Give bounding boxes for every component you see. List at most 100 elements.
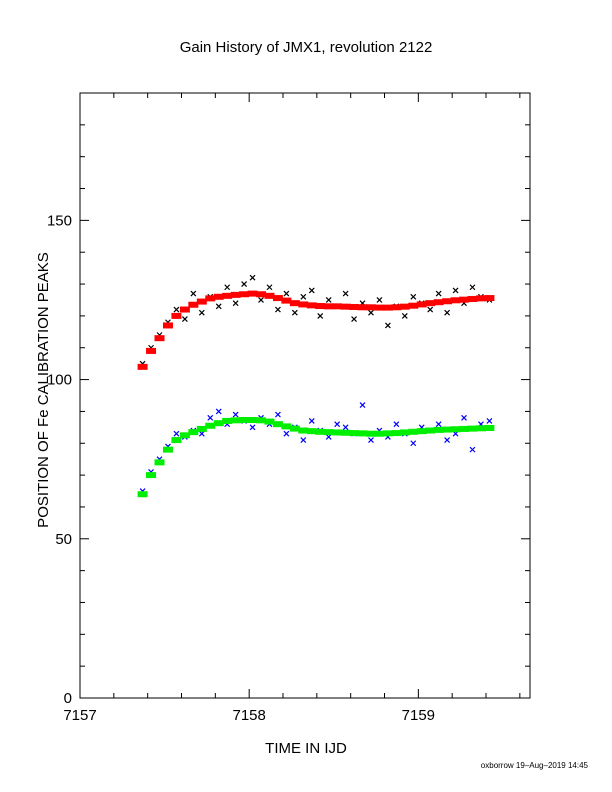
point (146, 472, 157, 479)
point (349, 303, 360, 310)
point (382, 304, 393, 311)
x-tick-label: 7159 (402, 707, 435, 724)
point (205, 295, 216, 302)
point (179, 432, 190, 439)
point (222, 417, 233, 424)
point (315, 303, 326, 310)
point (188, 429, 199, 436)
point (484, 424, 495, 431)
point (484, 295, 495, 302)
point (224, 284, 231, 291)
point (410, 293, 417, 300)
point (435, 290, 442, 297)
point (272, 295, 283, 302)
point (213, 420, 224, 427)
point (467, 425, 478, 432)
point (459, 296, 470, 303)
y-tick-label: 150 (47, 212, 72, 229)
point (275, 411, 281, 418)
point (382, 430, 393, 437)
point (190, 290, 197, 297)
point (384, 322, 391, 329)
point (323, 429, 334, 436)
point (308, 287, 315, 294)
point (247, 417, 258, 424)
point (196, 298, 207, 305)
point (162, 446, 173, 453)
point (239, 417, 250, 424)
point (332, 303, 343, 310)
point (342, 424, 349, 431)
point (306, 302, 317, 309)
point (425, 300, 436, 307)
point (298, 301, 309, 308)
point (215, 408, 222, 415)
point (365, 304, 376, 311)
point (374, 304, 385, 311)
y-axis-label: POSITION OF Fe CALIBRATION PEAKS (35, 252, 52, 528)
point (467, 296, 478, 303)
point (351, 316, 357, 323)
point (249, 274, 256, 281)
point (416, 428, 427, 435)
point (173, 306, 180, 313)
point (171, 312, 182, 319)
point (368, 309, 374, 316)
point (188, 301, 199, 308)
point (399, 429, 410, 436)
point (154, 335, 165, 342)
point (300, 293, 307, 300)
point (171, 437, 182, 444)
point (325, 297, 332, 303)
point (450, 426, 461, 433)
point (368, 437, 374, 444)
point (207, 414, 214, 421)
point (232, 300, 239, 307)
point (213, 293, 224, 300)
point (162, 322, 173, 329)
point (289, 300, 300, 307)
point (425, 427, 436, 434)
point (408, 428, 419, 435)
point (427, 306, 434, 313)
point (334, 421, 341, 428)
point (283, 290, 290, 297)
point (340, 303, 351, 310)
point (222, 292, 233, 299)
point (241, 281, 248, 287)
point (281, 423, 292, 430)
point (298, 427, 309, 434)
point (154, 459, 165, 466)
point (486, 418, 493, 424)
y-tick-label: 100 (47, 372, 72, 389)
point (146, 347, 157, 354)
point (137, 491, 148, 498)
point (264, 418, 275, 425)
point (433, 426, 444, 433)
point (442, 426, 453, 433)
point (196, 425, 207, 432)
point (247, 290, 258, 297)
x-tick-label: 7157 (63, 707, 96, 724)
footer: oxborrow 19–Aug–2019 14:45 (481, 761, 589, 770)
point (416, 301, 427, 308)
y-tick-label: 50 (55, 531, 72, 548)
point (442, 298, 453, 305)
point (275, 306, 281, 313)
point (357, 304, 368, 311)
point (289, 425, 300, 432)
point (357, 430, 368, 437)
point (232, 411, 239, 418)
point (459, 425, 470, 432)
point (239, 291, 250, 298)
point (266, 284, 273, 291)
point (306, 428, 317, 435)
point (205, 422, 216, 429)
point (249, 424, 256, 431)
point (256, 417, 267, 424)
point (179, 306, 190, 313)
point (181, 316, 188, 323)
point (315, 428, 326, 435)
point (435, 421, 442, 428)
point (317, 312, 324, 319)
